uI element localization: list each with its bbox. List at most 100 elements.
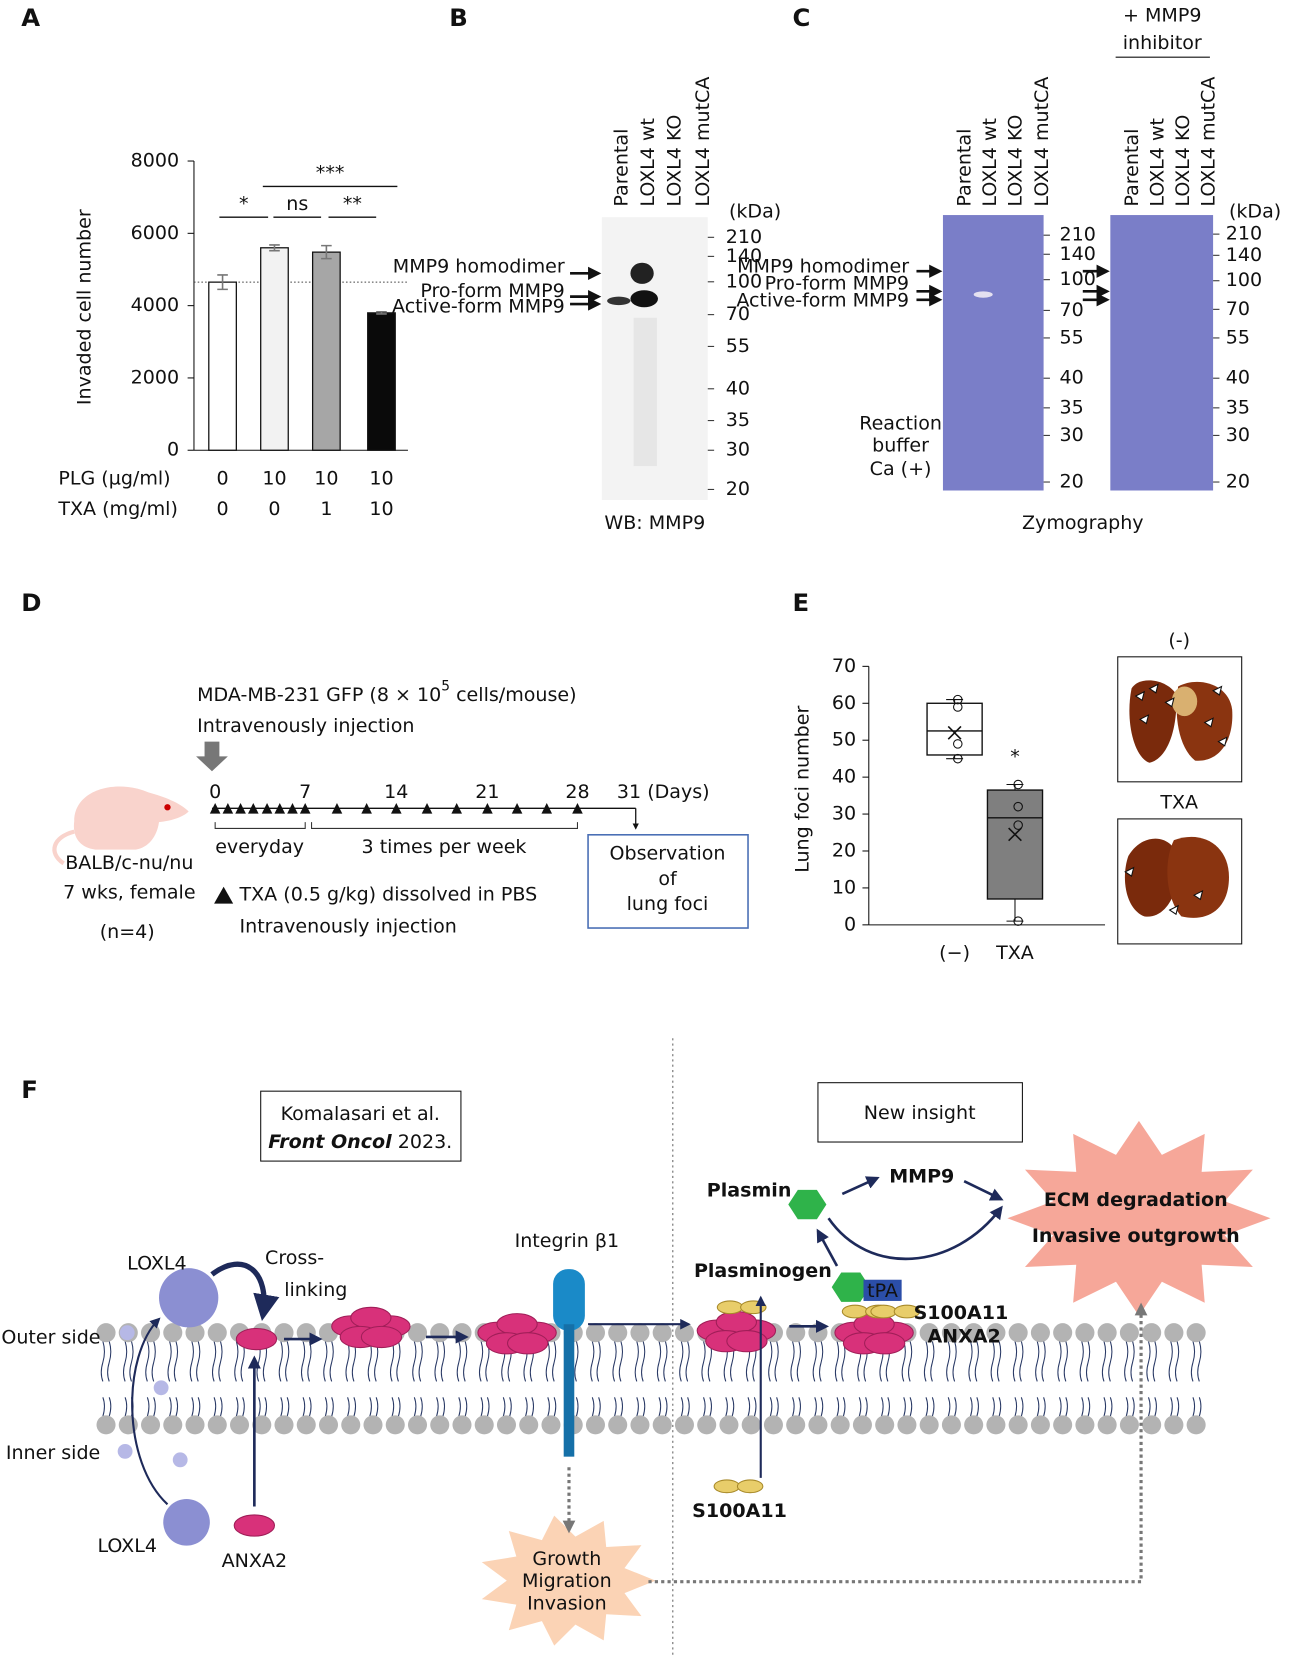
x-tick-label: (−) — [939, 942, 970, 964]
lipid-head — [1142, 1415, 1162, 1435]
bracket — [214, 822, 306, 829]
injection-marker — [299, 803, 311, 814]
lipid-head — [719, 1415, 739, 1435]
integrin-stem — [563, 1324, 575, 1457]
s100a11 — [713, 1479, 741, 1494]
lipid-tail — [189, 1341, 201, 1417]
lipid-head — [229, 1415, 250, 1435]
lane-label: LOXL4 wt — [637, 117, 659, 206]
band-label: MMP9 homodimer — [393, 255, 565, 277]
significance-label: * — [239, 193, 249, 215]
y-tick-label: 6000 — [131, 222, 179, 244]
anxa2 — [360, 1325, 403, 1349]
lipid-head — [674, 1415, 694, 1435]
marker-label: 140 — [1059, 243, 1095, 265]
day-label: 7 — [299, 781, 311, 803]
focus-marker — [1203, 717, 1214, 728]
diagram-label: ECM degradation — [1044, 1189, 1228, 1211]
lipid-tail — [122, 1341, 134, 1417]
band-label: MMP9 homodimer — [737, 255, 909, 277]
injection-marker — [247, 803, 259, 814]
condition-label: PLG (µg/ml) — [58, 467, 170, 489]
anxa2 — [726, 1330, 768, 1353]
band-label: Pro-form MMP9 — [420, 280, 564, 302]
day-label: 21 — [475, 781, 499, 803]
diagram-label: LOXL4 — [127, 1252, 186, 1274]
injection-marker — [482, 803, 493, 814]
protein — [831, 1272, 870, 1302]
lipid-head — [763, 1415, 783, 1435]
bar — [260, 247, 289, 451]
crosslink-arrow — [210, 1261, 280, 1321]
anxa2 — [350, 1306, 392, 1330]
focus-marker — [1217, 736, 1228, 747]
lane-label: LOXL4 wt — [1147, 117, 1169, 206]
lipid-head — [986, 1323, 1006, 1343]
focus-marker — [1134, 690, 1146, 702]
s100a11 — [736, 1479, 764, 1494]
year: 2023. — [392, 1131, 453, 1153]
text: cells/mouse) — [450, 683, 577, 705]
lipid-head — [1030, 1323, 1050, 1343]
lipid-head — [1164, 1415, 1184, 1435]
condition-value: 0 — [217, 498, 229, 520]
lipid-head — [430, 1323, 450, 1343]
lipid-head — [407, 1323, 428, 1343]
lipid-tail — [879, 1341, 890, 1417]
lipid-head — [786, 1415, 806, 1435]
buffer-label: buffer — [872, 435, 929, 457]
dotted-link — [648, 1302, 1148, 1584]
citation-box — [260, 1090, 462, 1162]
injection-marker — [421, 803, 433, 814]
lipid-tail — [946, 1341, 957, 1417]
anxa2 — [233, 1514, 276, 1537]
s100a11 — [841, 1304, 869, 1319]
lipid-tail — [1101, 1341, 1113, 1417]
loxl4 — [159, 1268, 219, 1328]
lane-label: LOXL4 KO — [1005, 115, 1027, 207]
lipid-head — [1142, 1323, 1162, 1343]
unit-label: (kDa) — [1229, 200, 1281, 222]
injection-marker — [391, 803, 402, 814]
lane-label: Parental — [954, 129, 976, 207]
lipid-head — [941, 1415, 961, 1435]
y-tick-label: 50 — [832, 729, 856, 751]
mouse-label: (n=4) — [100, 921, 155, 943]
panel-label: F — [21, 1075, 38, 1104]
anxa2 — [235, 1327, 278, 1351]
lipid-tail — [857, 1341, 868, 1417]
arrow — [131, 1317, 169, 1506]
marker-label: 30 — [1059, 424, 1083, 446]
observation-text: Observation — [610, 842, 726, 864]
bar — [208, 281, 237, 451]
lipid-head — [986, 1415, 1006, 1435]
injection-text: Intravenously injection — [197, 715, 414, 737]
diagram-label: Integrin β1 — [515, 1230, 620, 1252]
lung-photo — [1129, 680, 1233, 763]
marker-label: 140 — [1226, 244, 1262, 266]
lipid-head — [608, 1415, 628, 1435]
y-tick-label: 0 — [844, 913, 856, 935]
integrin-head — [553, 1269, 585, 1331]
lipid-head — [274, 1415, 294, 1435]
lipid-head — [296, 1415, 316, 1435]
day-label: 28 — [565, 781, 589, 803]
point — [1013, 820, 1023, 830]
point — [1013, 801, 1023, 812]
lipid-tail — [634, 1341, 646, 1417]
observation-text: of — [658, 868, 678, 890]
lipid-head — [96, 1415, 116, 1435]
lipid-tail — [211, 1341, 223, 1417]
s100a11 — [870, 1304, 897, 1319]
lipid-tail — [1012, 1341, 1024, 1417]
condition-value: 10 — [369, 467, 393, 489]
lipid-head — [875, 1415, 895, 1435]
anxa2 — [715, 1310, 758, 1334]
error-bar — [217, 274, 228, 291]
significance-label: ** — [343, 193, 362, 215]
lipid-head — [1119, 1415, 1139, 1435]
lipid-tail — [656, 1341, 668, 1417]
s100a11 — [716, 1300, 744, 1315]
marker-label: 20 — [1226, 471, 1250, 493]
